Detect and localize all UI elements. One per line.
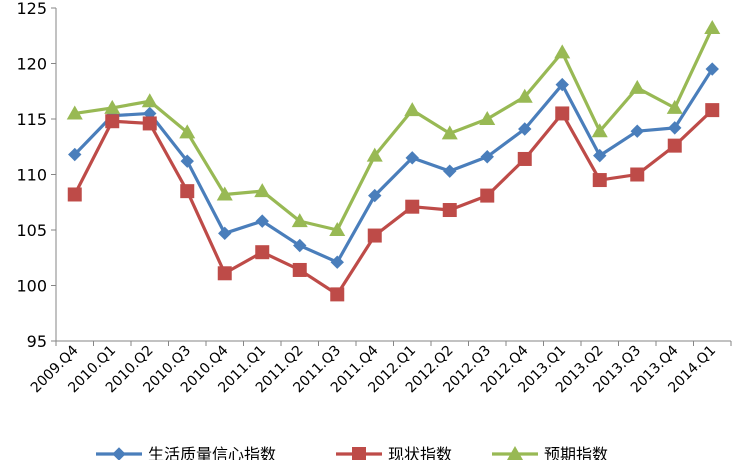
legend-item: 现状指数 — [336, 445, 452, 464]
data-point — [330, 255, 344, 269]
data-point — [404, 102, 421, 117]
legend-item: 生活质量信心指数 — [96, 445, 276, 464]
legend-marker — [507, 446, 523, 460]
data-point — [217, 266, 232, 281]
data-point — [666, 99, 683, 114]
data-point — [367, 228, 382, 243]
legend-label: 生活质量信心指数 — [148, 445, 276, 460]
data-point — [329, 222, 346, 236]
legend-label: 现状指数 — [388, 445, 452, 460]
data-point — [480, 188, 495, 203]
data-point — [591, 123, 608, 138]
data-point — [142, 116, 157, 131]
data-point — [592, 173, 607, 188]
legend-marker — [352, 447, 366, 461]
data-point — [180, 184, 195, 199]
data-point — [629, 79, 646, 94]
data-point — [68, 147, 82, 162]
y-tick-label: 100 — [16, 277, 47, 296]
data-point — [555, 77, 569, 92]
data-point — [179, 124, 196, 139]
data-point — [705, 103, 720, 118]
data-point — [517, 151, 532, 166]
legend-marker — [112, 447, 126, 461]
y-tick-label: 105 — [16, 221, 47, 240]
data-point — [104, 99, 121, 114]
data-point — [480, 150, 494, 164]
data-point — [255, 245, 270, 260]
data-point — [516, 88, 533, 103]
data-point — [630, 167, 645, 182]
data-point — [366, 147, 383, 162]
data-point — [442, 203, 457, 218]
data-point — [67, 187, 82, 202]
data-point — [479, 111, 496, 125]
data-point — [180, 154, 194, 168]
y-tick-label: 115 — [16, 110, 47, 129]
data-point — [405, 151, 419, 165]
data-point — [216, 186, 233, 201]
data-point — [705, 62, 719, 76]
data-point — [105, 114, 120, 129]
y-tick-label: 120 — [16, 55, 47, 74]
y-tick-label: 95 — [27, 332, 47, 351]
data-point — [668, 121, 682, 135]
y-tick-label: 125 — [16, 0, 47, 18]
data-point — [704, 19, 721, 34]
data-point — [593, 148, 607, 163]
series-line — [73, 68, 714, 264]
series-3 — [66, 19, 721, 236]
series-2 — [67, 103, 720, 302]
data-point — [555, 106, 570, 121]
data-point — [518, 122, 532, 136]
data-point — [405, 199, 420, 214]
legend-label: 预期指数 — [544, 445, 608, 460]
data-point — [218, 226, 232, 241]
data-point — [293, 238, 307, 253]
data-point — [368, 188, 382, 203]
data-point — [554, 44, 571, 59]
series-line — [74, 27, 714, 232]
data-point — [254, 183, 271, 198]
data-point — [291, 213, 308, 228]
data-point — [141, 93, 158, 108]
data-point — [630, 124, 644, 138]
legend-item: 预期指数 — [492, 445, 608, 464]
data-point — [443, 164, 457, 178]
series-1 — [68, 62, 719, 269]
data-point — [255, 214, 269, 228]
data-point — [441, 125, 458, 140]
data-point — [292, 262, 307, 277]
data-point — [330, 287, 345, 302]
y-tick-label: 110 — [16, 166, 47, 185]
data-point — [667, 138, 682, 153]
data-point — [66, 105, 83, 120]
